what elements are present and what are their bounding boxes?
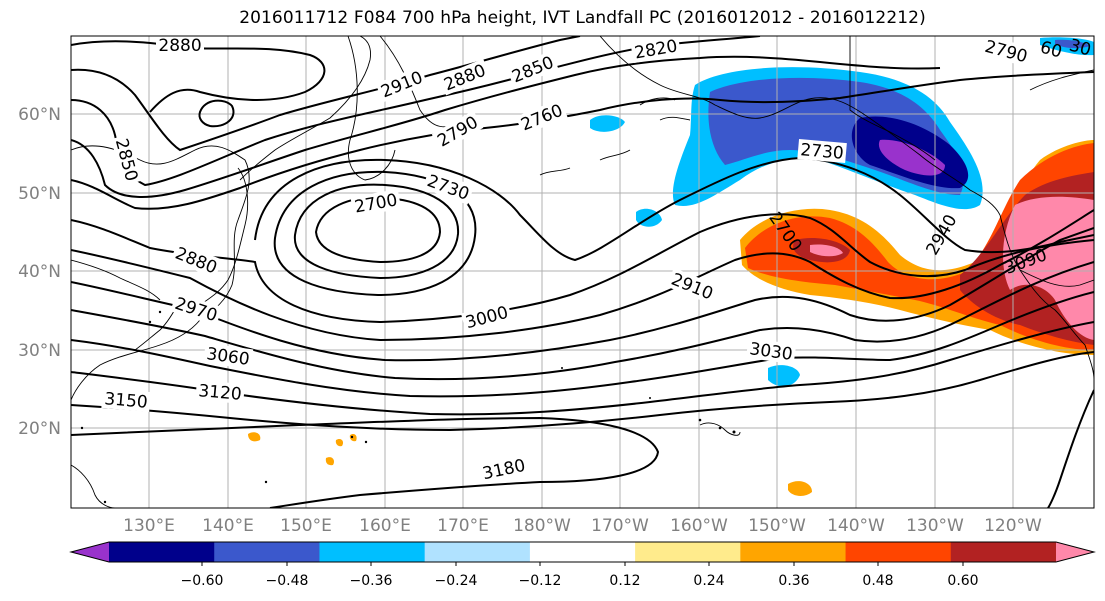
- contour-label: 2700: [353, 190, 399, 217]
- contour-label: 60: [1038, 38, 1064, 63]
- contour-label: 3000: [464, 303, 511, 334]
- colorbar-segment: [319, 542, 426, 562]
- lat-label: 30°N: [18, 341, 61, 361]
- contour-label: 2880: [158, 36, 201, 56]
- lon-label: 150°W: [748, 516, 806, 536]
- colorbar-segment: [424, 542, 531, 562]
- contour-label: 2790: [434, 113, 481, 152]
- lon-label: 170°W: [591, 516, 649, 536]
- colorbar-outline: [69, 541, 1096, 563]
- colorbar-segment: [950, 542, 1057, 562]
- colorbar-tick-labels: −0.60 −0.48 −0.36 −0.24 −0.12 0.12 0.24 …: [181, 573, 979, 589]
- lon-label: 150°E: [280, 516, 332, 536]
- colorbar-extend-low: [71, 542, 109, 562]
- colorbar-segment: [214, 542, 320, 562]
- colorbar-tick-label: 0.60: [947, 573, 978, 589]
- longitude-labels: 130°E 140°E 150°E 160°E 170°E 180°W 170°…: [123, 516, 1042, 536]
- colorbar-tick-label: −0.24: [435, 573, 478, 589]
- contour-label: 2850: [111, 137, 142, 184]
- colorbar-tick-marks: [201, 562, 964, 566]
- map-title: 2016011712 F084 700 hPa height, IVT Land…: [239, 8, 926, 28]
- colorbar-segment: [529, 542, 636, 562]
- lat-label: 20°N: [18, 419, 61, 439]
- colorbar-tick-label: −0.60: [181, 573, 224, 589]
- lon-label: 160°W: [670, 516, 728, 536]
- contour-label: 3150: [104, 389, 149, 413]
- coastlines: [71, 36, 1094, 508]
- contour-label: 2790: [983, 37, 1030, 68]
- lon-label: 140°W: [827, 516, 885, 536]
- lat-label: 40°N: [18, 262, 61, 282]
- colorbar-tick-label: 0.36: [778, 573, 809, 589]
- colorbar-segment: [635, 542, 741, 562]
- islands: [80, 310, 736, 504]
- colorbar-segment: [740, 542, 847, 562]
- lon-label: 120°W: [984, 516, 1042, 536]
- lon-label: 170°E: [437, 516, 489, 536]
- contour-label: 2970: [172, 294, 219, 326]
- lat-label: 50°N: [18, 184, 61, 204]
- lon-label: 140°E: [202, 516, 254, 536]
- colorbar-tick-label: 0.12: [609, 573, 640, 589]
- colorbar-tick-label: −0.12: [519, 573, 562, 589]
- colorbar-tick-label: 0.24: [693, 573, 724, 589]
- colorbar-extend-high: [1056, 542, 1094, 562]
- colorbar-tick-label: 0.48: [862, 573, 893, 589]
- colorbar-segments: [69, 541, 1096, 563]
- contour-label: 30: [1067, 36, 1093, 61]
- colorbar-segment: [845, 542, 952, 562]
- lon-label: 130°E: [123, 516, 175, 536]
- colorbar-tick-label: −0.36: [350, 573, 393, 589]
- colorbar-segment: [109, 542, 215, 562]
- lat-label: 60°N: [18, 105, 61, 125]
- colorbar-tick-label: −0.48: [266, 573, 309, 589]
- map-area: 2880 2910 2880 2850 2820 2790 60 30 2850…: [71, 36, 1094, 508]
- contour-label: 2880: [172, 244, 220, 279]
- lon-label: 180°W: [513, 516, 571, 536]
- contour-label: 2910: [668, 270, 716, 305]
- contour-labels: 2880 2910 2880 2850 2820 2790 60 30 2850…: [101, 36, 1093, 485]
- latitude-labels: 60°N 50°N 40°N 30°N 20°N: [18, 105, 61, 439]
- colorbar: −0.60 −0.48 −0.36 −0.24 −0.12 0.12 0.24 …: [69, 541, 1096, 589]
- contour-label: 3180: [481, 456, 527, 485]
- contour-label: 3120: [198, 381, 243, 405]
- lon-label: 160°E: [359, 516, 411, 536]
- map-frame: [70, 35, 1095, 509]
- contour-label: 2940: [923, 211, 962, 258]
- contour-label: 2730: [800, 140, 845, 164]
- lon-label: 130°W: [906, 516, 964, 536]
